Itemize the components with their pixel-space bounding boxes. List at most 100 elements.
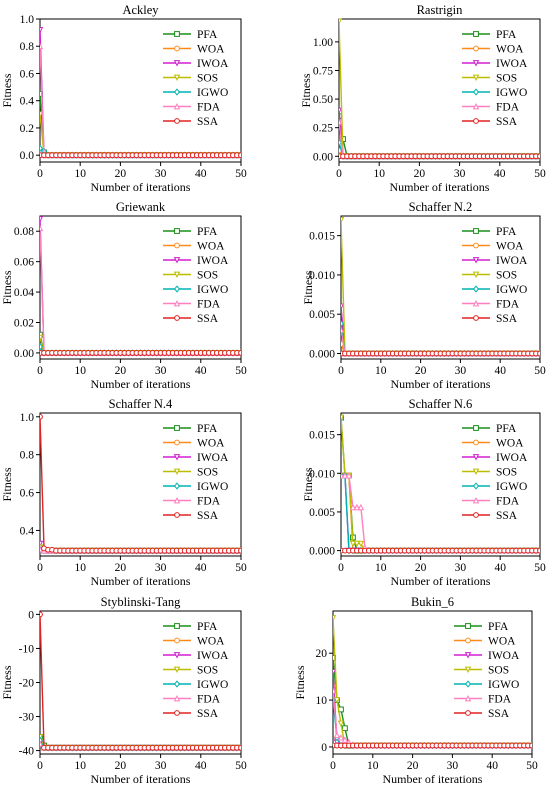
legend-label: WOA bbox=[496, 241, 524, 253]
data-point bbox=[529, 742, 532, 749]
x-tick-label: 0 bbox=[37, 760, 43, 772]
legend-marker bbox=[465, 637, 471, 644]
legend: PFA WOA IWOA SOS IGWO FDA SSA bbox=[462, 423, 528, 522]
y-tick-label: 0.005 bbox=[309, 309, 335, 321]
data-point bbox=[238, 152, 241, 159]
legend-label: FDA bbox=[197, 102, 221, 114]
legend-label: IGWO bbox=[496, 87, 527, 99]
legend-label: SOS bbox=[488, 665, 509, 677]
plot-frame bbox=[340, 412, 541, 557]
plot-frame bbox=[340, 215, 541, 360]
legend: PFA WOA IWOA SOS IGWO FDA SSA bbox=[163, 29, 229, 128]
data-point bbox=[337, 734, 345, 741]
legend-label: SSA bbox=[197, 510, 219, 522]
y-tick-label: 0.08 bbox=[14, 226, 34, 238]
data-point bbox=[238, 350, 241, 356]
x-tick-label: 20 bbox=[115, 168, 127, 180]
chart-panel: Ackley 0 10 20 30 40 50 0.0 0.2 0.4 0.6 0.8 1.0 Numbe… bbox=[0, 3, 247, 194]
x-tick-label: 0 bbox=[336, 168, 342, 180]
x-tick-label: 10 bbox=[375, 562, 387, 574]
x-tick-label: 10 bbox=[74, 365, 86, 377]
legend-marker bbox=[173, 285, 181, 293]
x-tick-label: 30 bbox=[155, 562, 167, 574]
data-point bbox=[353, 540, 361, 548]
chart-panel: Griewank 0 10 20 30 40 50 0.00 0.02 0.04 0.06 0.08 N… bbox=[0, 200, 247, 391]
data-point bbox=[40, 545, 44, 553]
x-tick-label: 0 bbox=[37, 562, 43, 574]
chart-title: Schaffer N.6 bbox=[409, 397, 473, 411]
legend-label: IWOA bbox=[197, 58, 229, 70]
y-tick-label: 0.06 bbox=[14, 257, 34, 269]
data-point bbox=[40, 334, 44, 342]
y-tick-label: 0.010 bbox=[309, 468, 335, 480]
y-tick-label: 0.25 bbox=[313, 123, 333, 135]
data-point bbox=[537, 153, 540, 160]
legend-marker bbox=[473, 315, 479, 321]
legend-label: FDA bbox=[496, 299, 520, 311]
legend-label: FDA bbox=[197, 496, 221, 508]
x-tick-label: 50 bbox=[235, 168, 247, 180]
x-axis-label: Number of iterations bbox=[91, 180, 191, 194]
legend-label: WOA bbox=[197, 636, 225, 648]
series-layer bbox=[339, 18, 540, 160]
data-point bbox=[345, 472, 353, 479]
series-line-igwo bbox=[341, 323, 540, 355]
x-axis-label: Number of iterations bbox=[390, 180, 490, 194]
legend-label: SSA bbox=[496, 116, 518, 128]
x-tick-label: 10 bbox=[373, 168, 385, 180]
legend-marker bbox=[473, 31, 479, 37]
legend-marker bbox=[472, 74, 480, 82]
x-tick-label: 20 bbox=[414, 168, 426, 180]
legend-marker bbox=[472, 482, 480, 490]
y-tick-label: 0.50 bbox=[313, 94, 333, 106]
data-point bbox=[357, 540, 365, 548]
legend-label: SOS bbox=[197, 73, 218, 85]
x-tick-label: 40 bbox=[195, 365, 207, 377]
legend-marker bbox=[464, 680, 472, 688]
legend-label: IWOA bbox=[488, 650, 520, 662]
legend-label: PFA bbox=[496, 226, 517, 238]
legend-label: FDA bbox=[496, 102, 520, 114]
y-tick-label: 1.00 bbox=[313, 37, 333, 49]
legend-label: IGWO bbox=[197, 679, 228, 691]
legend-marker bbox=[174, 228, 180, 234]
legend-label: WOA bbox=[197, 438, 225, 450]
y-tick-label: 0.0 bbox=[20, 150, 35, 162]
x-tick-label: 10 bbox=[367, 760, 379, 772]
data-point bbox=[341, 217, 345, 224]
legend-label: WOA bbox=[488, 636, 516, 648]
data-point bbox=[341, 414, 345, 422]
legend-label: SSA bbox=[197, 708, 219, 720]
x-axis-label: Number of iterations bbox=[91, 574, 191, 588]
data-point bbox=[333, 669, 337, 676]
legend-label: SOS bbox=[496, 467, 517, 479]
legend-marker bbox=[174, 512, 180, 518]
chart-title: Rastrigin bbox=[417, 3, 464, 17]
legend-marker bbox=[173, 694, 181, 702]
x-tick-label: 50 bbox=[235, 365, 247, 377]
legend-marker bbox=[472, 88, 480, 96]
data-point bbox=[341, 736, 349, 743]
series-layer bbox=[341, 414, 540, 555]
legend-label: IGWO bbox=[197, 481, 228, 493]
x-tick-label: 10 bbox=[74, 168, 86, 180]
legend-label: FDA bbox=[488, 694, 512, 706]
data-point bbox=[341, 303, 345, 310]
y-tick-label: 0.00 bbox=[14, 348, 34, 360]
series-layer bbox=[40, 216, 241, 357]
legend-marker bbox=[173, 60, 181, 67]
x-axis-label: Number of iterations bbox=[91, 377, 191, 391]
y-tick-label: 0.8 bbox=[20, 41, 35, 53]
x-tick-label: 50 bbox=[235, 760, 247, 772]
data-point bbox=[40, 26, 44, 34]
y-axis-label: Fitness bbox=[0, 73, 14, 107]
legend: PFA WOA IWOA SOS IGWO FDA SSA bbox=[163, 423, 229, 522]
x-tick-label: 0 bbox=[37, 365, 43, 377]
y-tick-label: 0.015 bbox=[309, 430, 335, 442]
x-tick-label: 40 bbox=[195, 168, 207, 180]
x-tick-label: 40 bbox=[494, 562, 506, 574]
legend-marker bbox=[173, 88, 181, 96]
legend-marker bbox=[472, 257, 480, 264]
x-tick-label: 40 bbox=[494, 365, 506, 377]
y-tick-label: 0.000 bbox=[309, 546, 335, 558]
